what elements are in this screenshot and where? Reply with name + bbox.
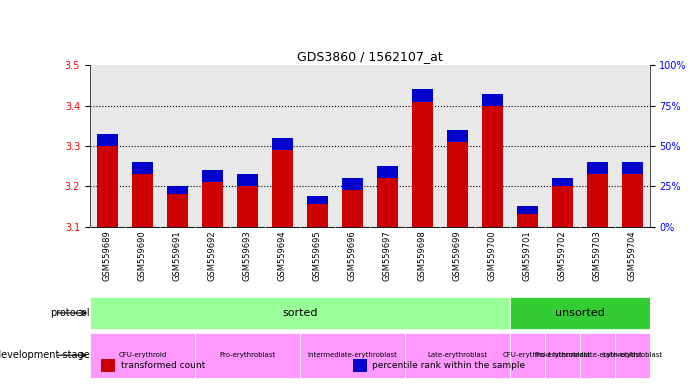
Text: GSM559704: GSM559704 xyxy=(627,230,636,281)
Bar xyxy=(587,174,607,227)
Text: GSM559691: GSM559691 xyxy=(173,230,182,281)
FancyBboxPatch shape xyxy=(545,333,580,378)
Bar xyxy=(167,186,188,194)
Bar xyxy=(587,162,607,174)
Bar xyxy=(307,204,328,227)
Bar xyxy=(202,182,223,227)
FancyBboxPatch shape xyxy=(90,297,509,328)
Text: GSM559695: GSM559695 xyxy=(313,230,322,281)
Text: GSM559703: GSM559703 xyxy=(593,230,602,281)
Text: GSM559702: GSM559702 xyxy=(558,230,567,281)
Title: GDS3860 / 1562107_at: GDS3860 / 1562107_at xyxy=(297,50,442,63)
FancyBboxPatch shape xyxy=(405,333,509,378)
Text: GSM559693: GSM559693 xyxy=(243,230,252,281)
Bar xyxy=(97,134,117,146)
Bar xyxy=(517,215,538,227)
Text: GSM559696: GSM559696 xyxy=(348,230,357,281)
Bar xyxy=(551,186,573,227)
Text: transformed count: transformed count xyxy=(121,361,205,370)
FancyBboxPatch shape xyxy=(195,333,300,378)
Text: Late-erythroblast: Late-erythroblast xyxy=(602,352,662,358)
Bar xyxy=(412,89,433,101)
Bar xyxy=(237,186,258,227)
Text: protocol: protocol xyxy=(50,308,90,318)
Bar xyxy=(132,174,153,227)
Text: GSM559692: GSM559692 xyxy=(208,230,217,281)
Text: GSM559697: GSM559697 xyxy=(383,230,392,281)
Bar xyxy=(307,196,328,204)
Text: CFU-erythroid: CFU-erythroid xyxy=(503,352,551,358)
Bar xyxy=(237,174,258,186)
Text: GSM559694: GSM559694 xyxy=(278,230,287,281)
Bar xyxy=(377,178,397,227)
Bar xyxy=(517,206,538,214)
Bar xyxy=(272,138,293,150)
Bar xyxy=(101,359,115,372)
Bar xyxy=(446,142,468,227)
Text: percentile rank within the sample: percentile rank within the sample xyxy=(372,361,526,370)
Bar xyxy=(412,101,433,227)
Bar xyxy=(377,166,397,178)
Text: GSM559700: GSM559700 xyxy=(488,230,497,281)
Text: Pro-erythroblast: Pro-erythroblast xyxy=(534,352,590,358)
FancyBboxPatch shape xyxy=(614,333,650,378)
Bar xyxy=(482,93,502,106)
Bar xyxy=(272,150,293,227)
Text: Intermediate-erythroblast: Intermediate-erythroblast xyxy=(307,352,397,358)
Bar xyxy=(341,178,363,190)
Text: Intermediate-erythroblast: Intermediate-erythroblast xyxy=(552,352,642,358)
FancyBboxPatch shape xyxy=(300,333,405,378)
FancyBboxPatch shape xyxy=(509,297,650,328)
Bar xyxy=(97,146,117,227)
Text: CFU-erythroid: CFU-erythroid xyxy=(118,352,167,358)
FancyBboxPatch shape xyxy=(90,333,195,378)
Bar xyxy=(167,194,188,227)
Text: development stage: development stage xyxy=(0,350,90,360)
Text: GSM559701: GSM559701 xyxy=(522,230,531,281)
Bar xyxy=(202,170,223,182)
Text: GSM559699: GSM559699 xyxy=(453,230,462,281)
Text: GSM559689: GSM559689 xyxy=(103,230,112,281)
Text: Pro-erythroblast: Pro-erythroblast xyxy=(219,352,275,358)
Text: GSM559690: GSM559690 xyxy=(138,230,146,281)
FancyBboxPatch shape xyxy=(580,333,614,378)
Text: Late-erythroblast: Late-erythroblast xyxy=(427,352,487,358)
Bar xyxy=(551,178,573,186)
Bar xyxy=(621,162,643,174)
FancyBboxPatch shape xyxy=(509,333,545,378)
Bar xyxy=(132,162,153,174)
Bar xyxy=(341,190,363,227)
Bar xyxy=(482,106,502,227)
Bar xyxy=(446,130,468,142)
Text: sorted: sorted xyxy=(282,308,317,318)
Bar xyxy=(353,359,367,372)
Text: GSM559698: GSM559698 xyxy=(417,230,426,281)
Bar xyxy=(621,174,643,227)
Text: unsorted: unsorted xyxy=(555,308,605,318)
